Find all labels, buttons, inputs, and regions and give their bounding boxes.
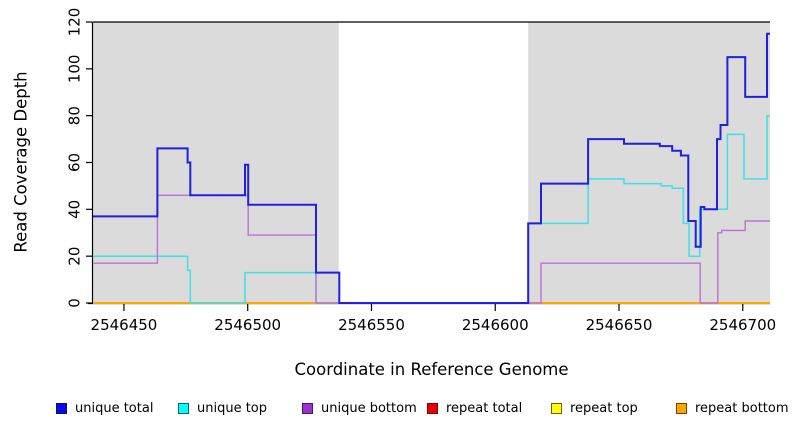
x-tick-label: 2546700	[709, 316, 776, 334]
legend-item-unique-top: unique top	[178, 399, 267, 417]
y-tick-label: 120	[66, 8, 84, 37]
chart-legend: unique total unique top unique bottom repea…	[0, 399, 792, 421]
legend-item-repeat-total: repeat total	[427, 399, 522, 417]
y-tick-label: 60	[66, 153, 84, 172]
legend-item-repeat-top: repeat top	[551, 399, 638, 417]
legend-label: repeat bottom	[695, 400, 789, 416]
legend-swatch-icon	[551, 402, 562, 414]
y-tick-label: 40	[66, 200, 84, 219]
legend-label: repeat top	[570, 400, 638, 416]
legend-label: unique top	[197, 400, 268, 416]
x-tick-label: 2546600	[462, 316, 529, 334]
legend-label: repeat total	[446, 400, 523, 416]
y-tick-label: 20	[66, 247, 84, 266]
legend-swatch-icon	[676, 402, 687, 414]
x-tick-label: 2546550	[338, 316, 405, 334]
x-tick-label: 2546500	[214, 316, 281, 334]
legend-item-unique-bottom: unique bottom	[302, 399, 417, 417]
legend-swatch-icon	[56, 402, 67, 414]
x-tick-label: 2546650	[586, 316, 653, 334]
y-tick-label: 80	[66, 106, 84, 125]
legend-item-unique-total: unique total	[56, 399, 153, 417]
y-tick-label: 100	[66, 55, 84, 84]
series-unique-total-line	[93, 32, 770, 304]
x-tick-label: 2546450	[91, 316, 158, 334]
legend-swatch-icon	[427, 402, 438, 414]
series-unique-top-line	[93, 114, 770, 304]
legend-swatch-icon	[178, 402, 189, 414]
coverage-chart-canvas: 0 20 40 60 80 100 120 2546450 2546500 2546550 2546…	[66, 8, 777, 334]
y-tick-label: 0	[66, 298, 84, 308]
legend-label: unique total	[75, 400, 154, 416]
legend-item-repeat-bottom: repeat bottom	[676, 399, 789, 417]
legend-label: unique bottom	[321, 400, 417, 416]
shaded-region-1	[93, 22, 339, 303]
x-axis-title: Coordinate in Reference Genome	[294, 360, 569, 379]
shaded-region-2	[528, 22, 770, 303]
y-axis-title: Read Coverage Depth	[11, 71, 31, 253]
legend-swatch-icon	[302, 402, 313, 414]
